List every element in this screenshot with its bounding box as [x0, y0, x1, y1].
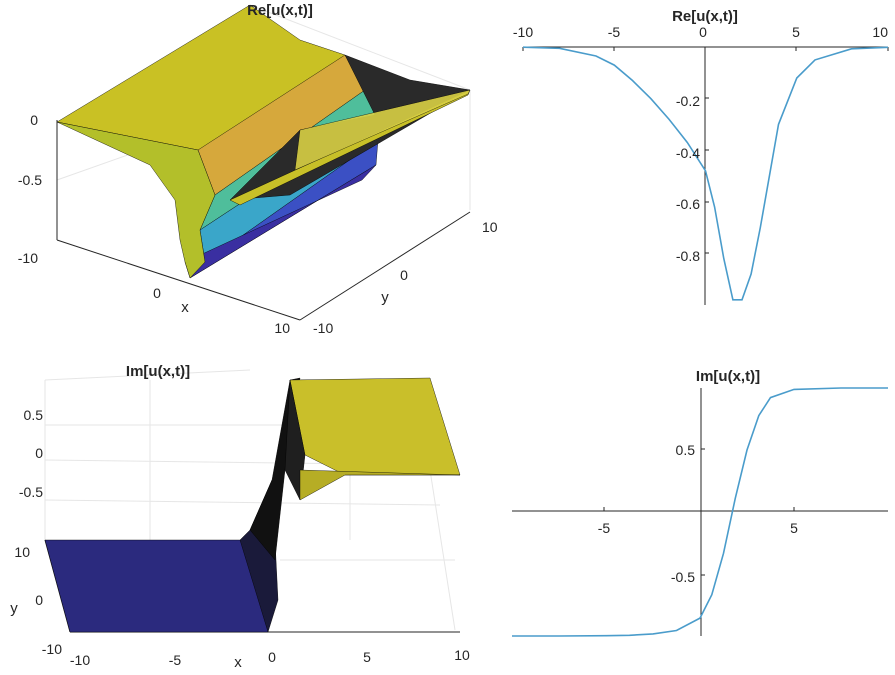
im-surface-z-tick-0: 0.5 — [24, 407, 44, 423]
re-surface-z-tick-1: -0.5 — [18, 172, 42, 188]
re-surface-mesh — [56, 4, 471, 279]
re-surface-y-tick-1: 0 — [400, 267, 408, 283]
im-line-x-tick-1: 5 — [790, 520, 798, 536]
re-line-y-tick-2: -0.4 — [676, 145, 700, 161]
im-surface-z-tick-1: 0 — [35, 445, 43, 461]
im-surface-xlabel: x — [234, 654, 242, 671]
im-surface-panel: Im[u(x,t)] 0.5 0 -0.5 10 0 -10 y -10 -5 … — [10, 363, 470, 671]
im-surface-x-tick-1: -5 — [169, 652, 182, 668]
re-surface-axes — [56, 120, 471, 321]
re-line-x-tick-1: -5 — [608, 24, 621, 40]
re-line-y-tick-1: -0.6 — [676, 196, 700, 212]
im-surface-x-tick-4: 10 — [454, 647, 470, 663]
re-line-panel: Re[u(x,t)] -10 -5 0 5 10 -0.8 -0.6 -0.4 … — [513, 8, 889, 305]
re-surface-x-tick-2: 10 — [274, 320, 290, 336]
im-surface-x-tick-2: 0 — [268, 649, 276, 665]
im-line-title: Im[u(x,t)] — [696, 368, 760, 385]
re-surface-title: Re[u(x,t)] — [247, 2, 313, 19]
im-line-y-tick-0: 0.5 — [676, 442, 696, 458]
im-line-x-tick-0: -5 — [598, 520, 611, 536]
im-surface-x-tick-0: -10 — [70, 652, 90, 668]
re-surface-x-tick-0: -10 — [18, 250, 38, 266]
re-surface-ylabel: y — [381, 289, 389, 306]
im-surface-y-tick-1: 0 — [35, 592, 43, 608]
im-surface-y-tick-0: 10 — [14, 544, 30, 560]
re-surface-xlabel: x — [181, 299, 189, 316]
im-line-y-tick-1: -0.5 — [671, 569, 695, 585]
re-line-x-tick-3: 5 — [792, 24, 800, 40]
re-line-title: Re[u(x,t)] — [672, 8, 738, 25]
im-line-series — [512, 387, 888, 637]
re-surface-y-tick-2: 10 — [482, 219, 498, 235]
im-surface-y-tick-2: -10 — [42, 641, 62, 657]
re-line-y-tick-0: -0.8 — [676, 248, 700, 264]
re-surface-z-tick-0: 0 — [30, 112, 38, 128]
re-line-x-tick-2: 0 — [699, 24, 707, 40]
im-surface-title: Im[u(x,t)] — [126, 363, 190, 380]
im-surface-mesh — [44, 377, 461, 633]
re-line-series — [522, 46, 889, 301]
re-surface-y-tick-0: -10 — [313, 320, 333, 336]
re-line-y-tick-3: -0.2 — [676, 93, 700, 109]
re-surface-x-tick-1: 0 — [153, 285, 161, 301]
im-surface-x-tick-3: 5 — [363, 649, 371, 665]
re-surface-panel: Re[u(x,t)] 0 -0.5 -10 0 10 x -10 0 10 y — [18, 2, 498, 336]
re-line-x-tick-4: 10 — [872, 24, 888, 40]
re-line-x-tick-0: -10 — [513, 24, 533, 40]
im-surface-ylabel: y — [10, 600, 18, 617]
im-line-panel: Im[u(x,t)] -5 5 0.5 -0.5 — [512, 368, 888, 637]
im-surface-z-tick-2: -0.5 — [19, 484, 43, 500]
